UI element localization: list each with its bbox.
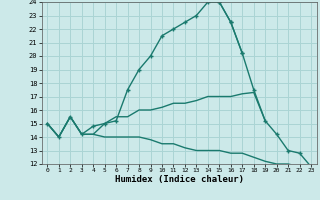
X-axis label: Humidex (Indice chaleur): Humidex (Indice chaleur) — [115, 175, 244, 184]
